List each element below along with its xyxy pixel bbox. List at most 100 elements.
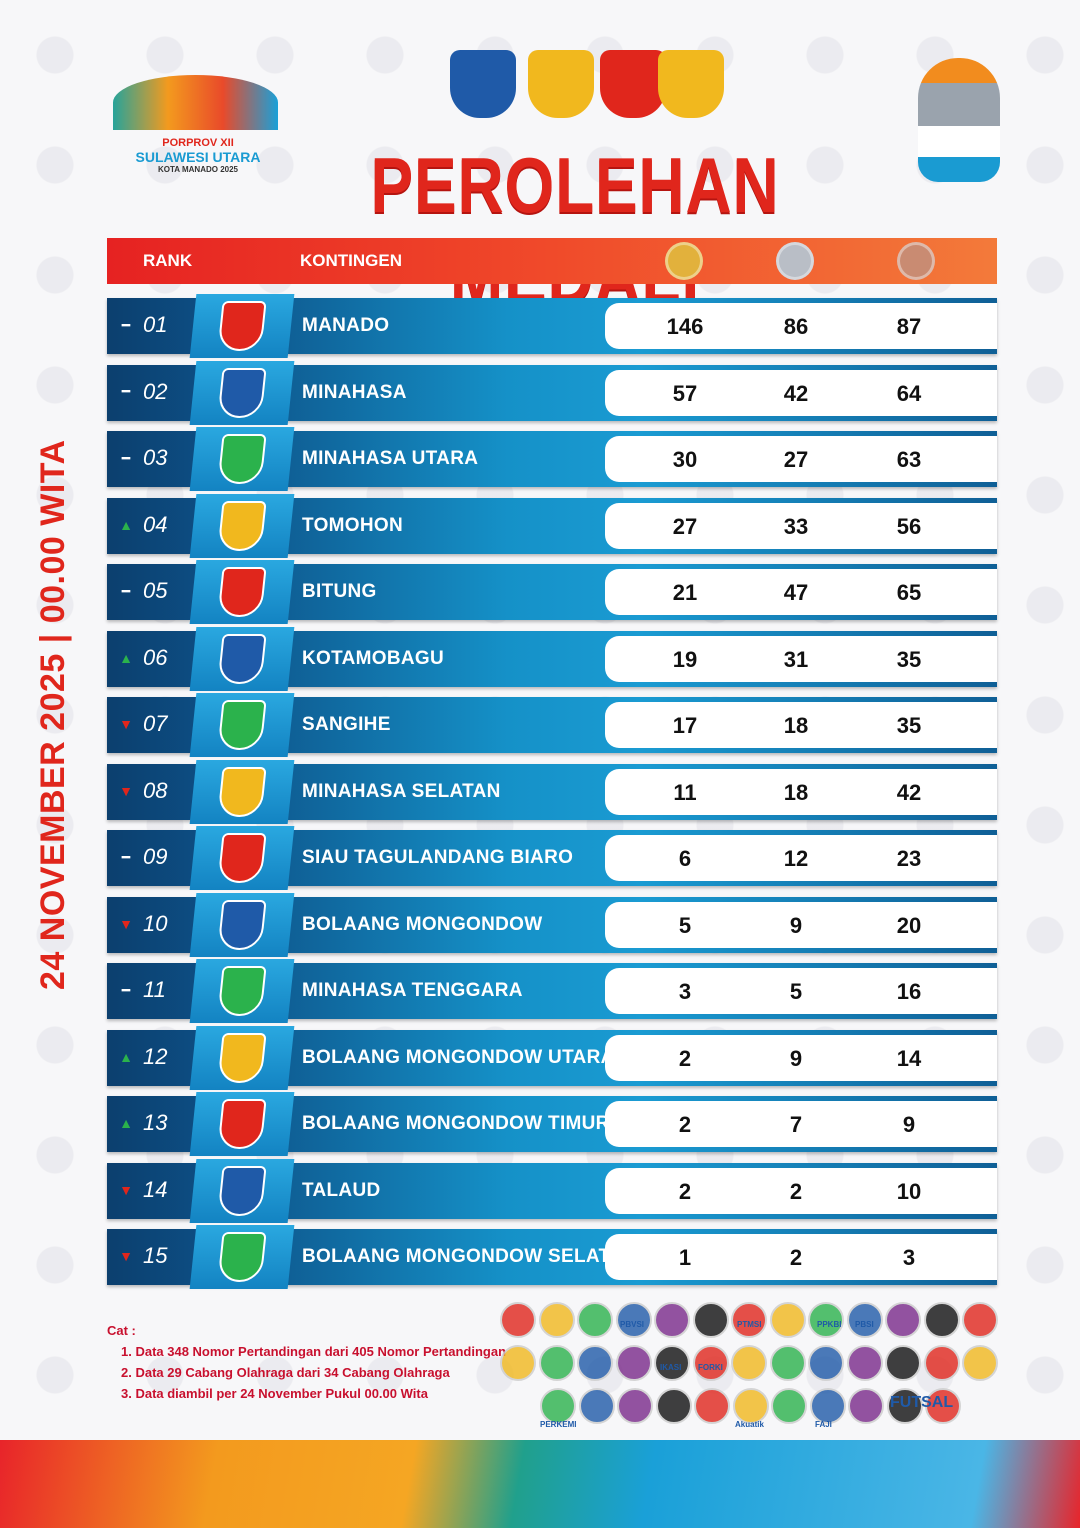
medal-counts-box: 57 42 64	[605, 369, 997, 416]
silver-count: 86	[783, 314, 809, 339]
medal-counts-box: 30 27 63	[605, 436, 997, 482]
note-item: 1. Data 348 Nomor Pertandingan dari 405 …	[121, 1344, 507, 1359]
gold-count: 11	[673, 779, 697, 805]
kontingen-logo	[189, 959, 295, 1023]
sport-federation-logo	[692, 1302, 729, 1338]
sport-federation-logo	[577, 1345, 613, 1381]
kontingen-name: TOMOHON	[302, 514, 403, 536]
medal-counts-box: 3 5 16	[605, 968, 997, 1014]
notes: Cat : 1. Data 348 Nomor Pertandingan dar…	[107, 1320, 506, 1404]
page-title: PEROLEHAN MEDALI	[370, 141, 780, 320]
bronze-count: 3	[902, 1245, 916, 1270]
province-emblem	[450, 50, 516, 118]
trend-same-icon: ━	[121, 582, 131, 599]
rank-header: RANK	[143, 251, 193, 270]
federation-label: IKASI	[660, 1363, 682, 1372]
kontingen-name: KOTAMOBAGU	[302, 647, 444, 669]
sport-federation-logo	[694, 1388, 730, 1424]
rank: ━ 09	[119, 844, 189, 870]
sport-federation-logo	[962, 1302, 998, 1338]
note-item: 2. Data 29 Cabang Olahraga dari 34 Caban…	[121, 1365, 450, 1380]
table-row: ▲ 12 BOLAANG MONGONDOW UTARA 2 9 14	[107, 1025, 997, 1090]
sport-federation-logo	[846, 1302, 883, 1338]
sport-federation-logo	[655, 1388, 692, 1424]
table-row: ━ 05 BITUNG 21 47 65	[107, 560, 997, 624]
table-row: ▼ 15 BOLAANG MONGONDOW SELATAN 1 2 3	[107, 1225, 997, 1289]
rank: ▲ 06	[119, 645, 189, 671]
kontingen-name: BITUNG	[302, 581, 377, 602]
bronze-medal-icon	[897, 242, 935, 280]
kontingen-logo	[189, 493, 295, 558]
sport-federation-logo	[538, 1345, 575, 1381]
kontingen-name: BOLAANG MONGONDOW TIMUR	[302, 1113, 610, 1134]
kontingen-name: MINAHASA	[302, 381, 407, 403]
sport-federation-logo	[771, 1388, 807, 1424]
bronze-count: 9	[902, 1112, 916, 1137]
medal-counts-box: 2 7 9	[605, 1101, 997, 1147]
rank-number: 12	[143, 1043, 168, 1069]
gold-count: 17	[672, 713, 698, 738]
rank-number: 05	[143, 578, 168, 603]
rank: ━ 05	[119, 578, 189, 604]
trend-up-icon: ▲	[119, 1115, 133, 1131]
trend-up-icon: ▲	[119, 1048, 133, 1065]
sport-federation-logo	[885, 1302, 921, 1338]
rank-number: 15	[143, 1243, 168, 1268]
sport-federation-logo	[615, 1302, 652, 1338]
sport-federation-logo	[500, 1302, 536, 1338]
federation-label: PBSI	[855, 1320, 874, 1329]
rank-number: 02	[143, 378, 168, 404]
gold-count: 146	[666, 314, 704, 339]
bronze-count: 10	[896, 1178, 922, 1204]
silver-count: 33	[783, 513, 809, 539]
rank: ━ 03	[119, 445, 189, 471]
trend-down-icon: ▼	[119, 1248, 133, 1264]
kontingen-name: TALAUD	[302, 1179, 381, 1201]
medal-counts-box: 6 12 23	[605, 835, 997, 881]
silver-medal-icon	[776, 242, 814, 280]
medal-counts-box: 17 18 35	[605, 702, 997, 748]
table-row: ▼ 10 BOLAANG MONGONDOW 5 9 20	[107, 892, 997, 957]
sport-federation-logo	[923, 1302, 960, 1338]
rank-number: 01	[143, 312, 168, 337]
rank: ▲ 12	[119, 1044, 189, 1070]
kontingen-logo	[189, 693, 295, 757]
manado-emblem	[600, 50, 666, 118]
rank: ▼ 07	[119, 711, 189, 737]
medal-counts-box: 5 9 20	[605, 901, 997, 948]
koni-manado-emblem	[658, 50, 724, 118]
sport-federation-logo	[538, 1302, 575, 1338]
gold-count: 2	[678, 1112, 692, 1137]
trend-down-icon: ▼	[119, 915, 133, 932]
bronze-count: 56	[896, 513, 922, 539]
silver-count: 27	[783, 447, 809, 472]
federation-label: FORKI	[698, 1363, 723, 1372]
rank-number: 04	[143, 511, 168, 537]
kontingen-name: MINAHASA SELATAN	[302, 780, 501, 802]
silver-count: 47	[783, 580, 809, 605]
medal-counts-box: 27 33 56	[605, 502, 997, 549]
silver-count: 18	[783, 779, 809, 805]
rank-number: 10	[143, 910, 168, 936]
silver-count: 31	[783, 646, 809, 672]
table-row: ▲ 13 BOLAANG MONGONDOW TIMUR 2 7 9	[107, 1092, 997, 1156]
gold-count: 6	[678, 846, 692, 871]
kontingen-logo	[189, 759, 295, 824]
kontingen-logo	[189, 892, 295, 957]
federation-label: FAJI	[815, 1420, 832, 1429]
table-row: ▲ 06 KOTAMOBAGU 19 31 35	[107, 626, 997, 691]
medal-counts-box: 1 2 3	[605, 1234, 997, 1280]
gold-count: 19	[672, 646, 698, 672]
rank: ━ 01	[119, 312, 189, 338]
trend-down-icon: ▼	[119, 782, 133, 799]
kontingen-logo	[189, 1158, 295, 1223]
silver-count: 18	[783, 713, 809, 738]
kontingen-logo	[189, 427, 295, 491]
trend-same-icon: ━	[121, 449, 131, 466]
sport-federation-logo	[617, 1388, 653, 1424]
kontingen-name: BOLAANG MONGONDOW SELATAN	[302, 1246, 638, 1267]
silver-count: 7	[789, 1112, 803, 1137]
sport-federation-logo	[769, 1302, 806, 1338]
federation-label: PBVSI	[620, 1320, 645, 1329]
sport-federation-logos: PBVSI PTMSI PPKBI PBSI IKASI FORKI PERKEMI Akua…	[500, 1302, 1000, 1432]
